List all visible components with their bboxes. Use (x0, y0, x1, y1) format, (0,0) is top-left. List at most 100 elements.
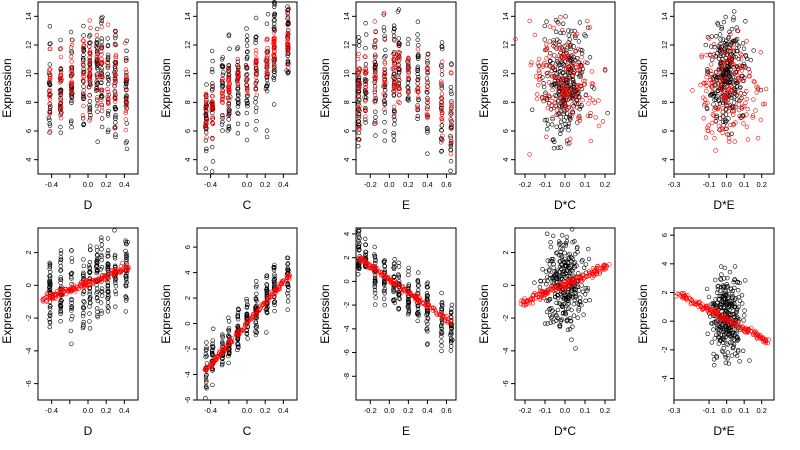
data-point (123, 127, 129, 133)
data-point (47, 109, 53, 114)
data-point (381, 91, 386, 97)
data-point (69, 81, 75, 86)
data-point (538, 279, 543, 284)
data-point (285, 43, 290, 48)
data-point (89, 278, 95, 283)
data-point (98, 87, 104, 93)
data-point (547, 95, 552, 100)
data-point (99, 242, 105, 247)
data-point (557, 253, 562, 258)
data-point (123, 309, 129, 314)
data-point (711, 357, 717, 362)
data-point (425, 341, 430, 346)
data-point (555, 315, 560, 321)
data-point (528, 296, 534, 301)
data-point (415, 54, 421, 60)
data-point (718, 41, 723, 47)
data-point (205, 365, 210, 370)
data-point (425, 55, 430, 60)
data-point (552, 78, 558, 83)
data-point (47, 306, 53, 311)
data-point (705, 100, 710, 106)
data-point (731, 39, 736, 44)
data-point (581, 78, 586, 84)
data-point (245, 49, 250, 54)
data-point (87, 311, 92, 316)
data-point (415, 116, 420, 122)
data-point (738, 65, 743, 71)
data-point (356, 43, 362, 48)
data-point (448, 321, 453, 326)
y-tick-label: 14 (342, 12, 351, 20)
data-point (392, 60, 397, 66)
data-point (372, 287, 378, 293)
data-point (87, 118, 92, 123)
data-point (254, 283, 259, 288)
data-point (559, 127, 565, 132)
data-point (759, 336, 765, 341)
data-point (47, 282, 52, 287)
data-point (373, 275, 378, 280)
data-point (113, 113, 118, 118)
data-point (363, 85, 368, 91)
data-point (87, 103, 92, 108)
data-point (244, 26, 249, 31)
x-tick-label: -0.3 (668, 406, 681, 415)
data-point (553, 29, 559, 34)
data-point (382, 84, 388, 90)
data-point (726, 116, 731, 121)
data-point (541, 62, 546, 68)
data-point (81, 84, 86, 89)
data-point (444, 314, 449, 319)
data-point (87, 41, 92, 46)
data-point (371, 264, 376, 269)
data-point (235, 313, 240, 318)
data-point (560, 310, 566, 315)
data-point (264, 300, 269, 305)
data-point (416, 42, 421, 48)
data-point (103, 275, 109, 280)
data-point (732, 71, 737, 76)
data-point (541, 84, 547, 90)
data-point (123, 248, 128, 254)
data-point (449, 302, 455, 307)
data-point (406, 98, 411, 103)
data-point (415, 310, 420, 316)
data-point (550, 87, 555, 93)
y-axis-title: Expression (636, 284, 650, 343)
data-point (715, 287, 721, 292)
data-point (373, 265, 378, 270)
data-point (743, 54, 749, 59)
x-tick-label: 0.4 (119, 180, 129, 189)
data-point (382, 138, 387, 143)
data-point (383, 47, 388, 53)
data-point (106, 74, 111, 80)
data-point (227, 97, 232, 103)
data-point (210, 382, 215, 388)
data-point (424, 106, 430, 112)
x-tick-label: 0.2 (101, 406, 111, 415)
data-point (373, 261, 378, 266)
y-tick-label: 12 (660, 41, 669, 49)
y-tick-label: 4 (342, 158, 351, 162)
data-point (564, 54, 570, 59)
data-point (81, 273, 86, 278)
data-point (583, 59, 588, 65)
x-axis-title: E (402, 198, 410, 212)
data-point (439, 329, 444, 334)
data-point (69, 296, 74, 302)
data-point (272, 27, 277, 32)
data-point (226, 100, 231, 106)
data-point (58, 275, 63, 280)
data-point (372, 62, 378, 67)
data-point (448, 168, 453, 174)
data-point (69, 37, 75, 42)
data-point (105, 96, 111, 102)
data-point (253, 296, 259, 301)
data-point (372, 99, 378, 105)
data-point (120, 260, 125, 266)
data-point (94, 45, 100, 50)
data-point (712, 311, 717, 316)
data-point (253, 74, 259, 80)
data-point (47, 313, 53, 319)
